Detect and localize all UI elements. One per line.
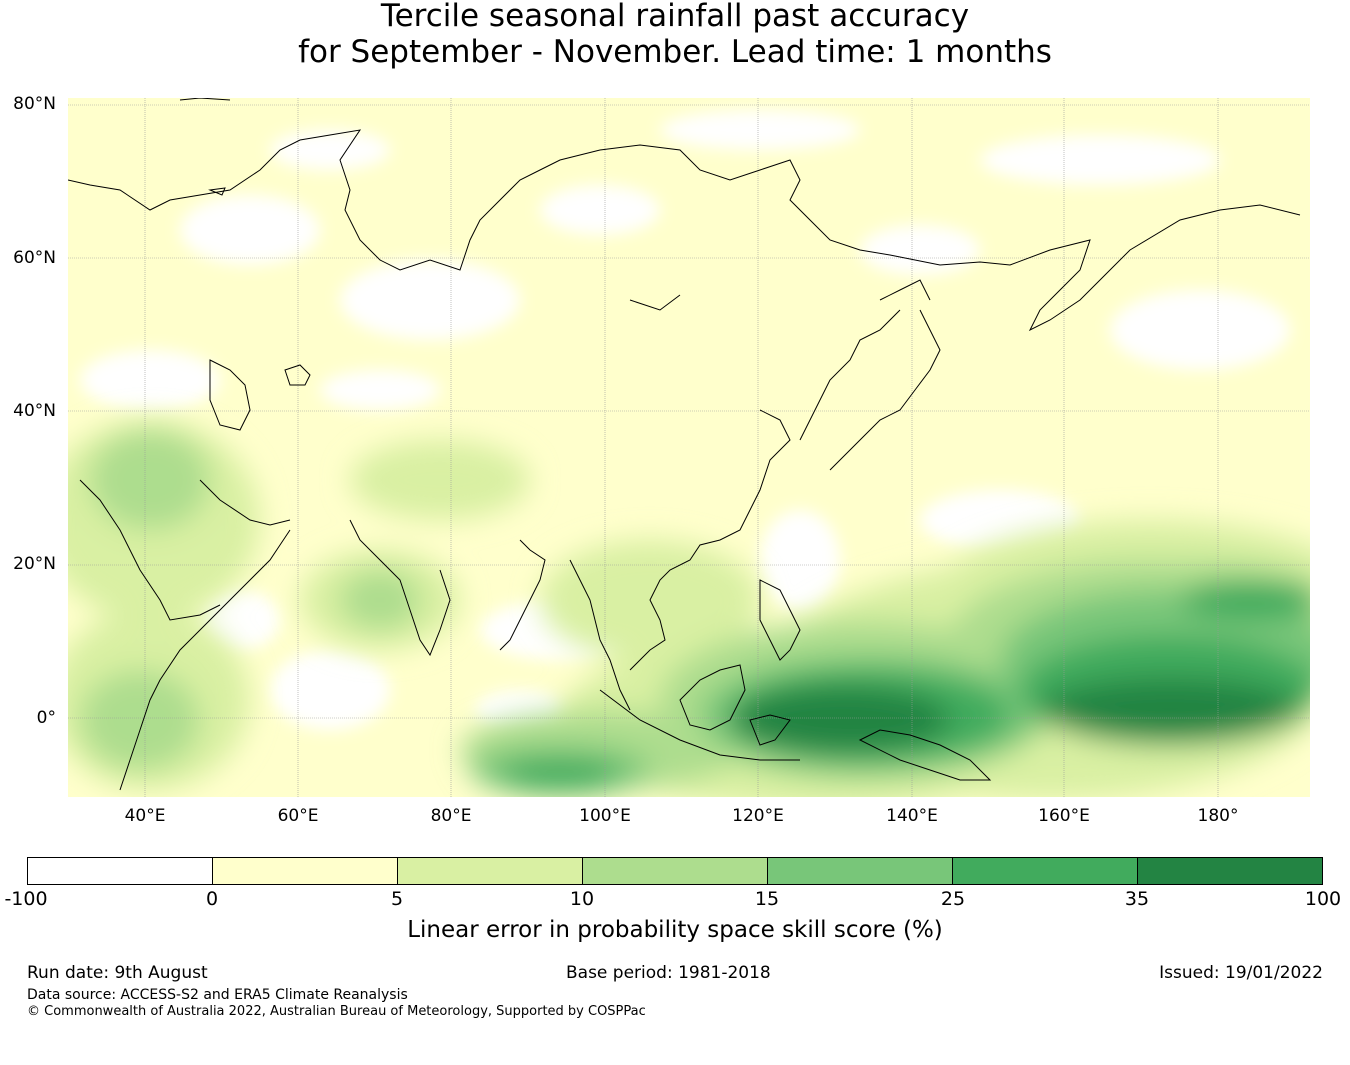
colorbar-tick: 25 [940,888,966,910]
colorbar-tick: 0 [205,888,219,910]
issued-date: Issued: 19/01/2022 [1159,963,1323,983]
colorbar-tick: 100 [1304,888,1342,910]
colorbar-segment [583,858,768,884]
colorbar-tick: 5 [390,888,404,910]
longitude-label-180: 180° [1197,806,1239,826]
graticule [68,98,1310,797]
longitude-label-140e: 140°E [886,806,938,826]
colorbar-tick: 35 [1124,888,1150,910]
latitude-label-40n: 40°N [13,401,56,421]
run-date: Run date: 9th August [27,963,208,983]
colorbar-tick: 15 [754,888,780,910]
longitude-label-80e: 80°E [430,806,472,826]
colorbar-segment [213,858,398,884]
colorbar-segment [953,858,1138,884]
map-title-line-1: Tercile seasonal rainfall past accuracy [380,0,970,34]
longitude-label-40e: 40°E [124,806,166,826]
latitude-label-60n: 60°N [13,248,56,268]
positive-skill-areas [68,420,1310,797]
latitude-label-equator: 0° [36,708,56,728]
colorbar-segment [398,858,583,884]
colorbar-segment [1138,858,1322,884]
latitude-label-20n: 20°N [13,554,56,574]
longitude-label-120e: 120°E [732,806,784,826]
colorbar [27,857,1323,885]
copyright: © Commonwealth of Australia 2022, Austra… [27,1004,646,1019]
base-period: Base period: 1981-2018 [566,963,771,983]
map-title-line-2: for September - November. Lead time: 1 m… [298,34,1052,70]
latitude-label-80n: 80°N [13,94,56,114]
colorbar-tick: -100 [4,888,48,910]
colorbar-segment [28,858,213,884]
colorbar-segment [768,858,953,884]
skill-score-field [68,98,1310,797]
longitude-label-160e: 160°E [1038,806,1090,826]
colorbar-tick: 10 [569,888,595,910]
skill-score-map [68,98,1310,797]
coastlines [68,98,1301,791]
data-source: Data source: ACCESS-S2 and ERA5 Climate … [27,987,408,1003]
longitude-label-60e: 60°E [277,806,319,826]
colorbar-label: Linear error in probability space skill … [407,917,943,943]
longitude-label-100e: 100°E [579,806,631,826]
